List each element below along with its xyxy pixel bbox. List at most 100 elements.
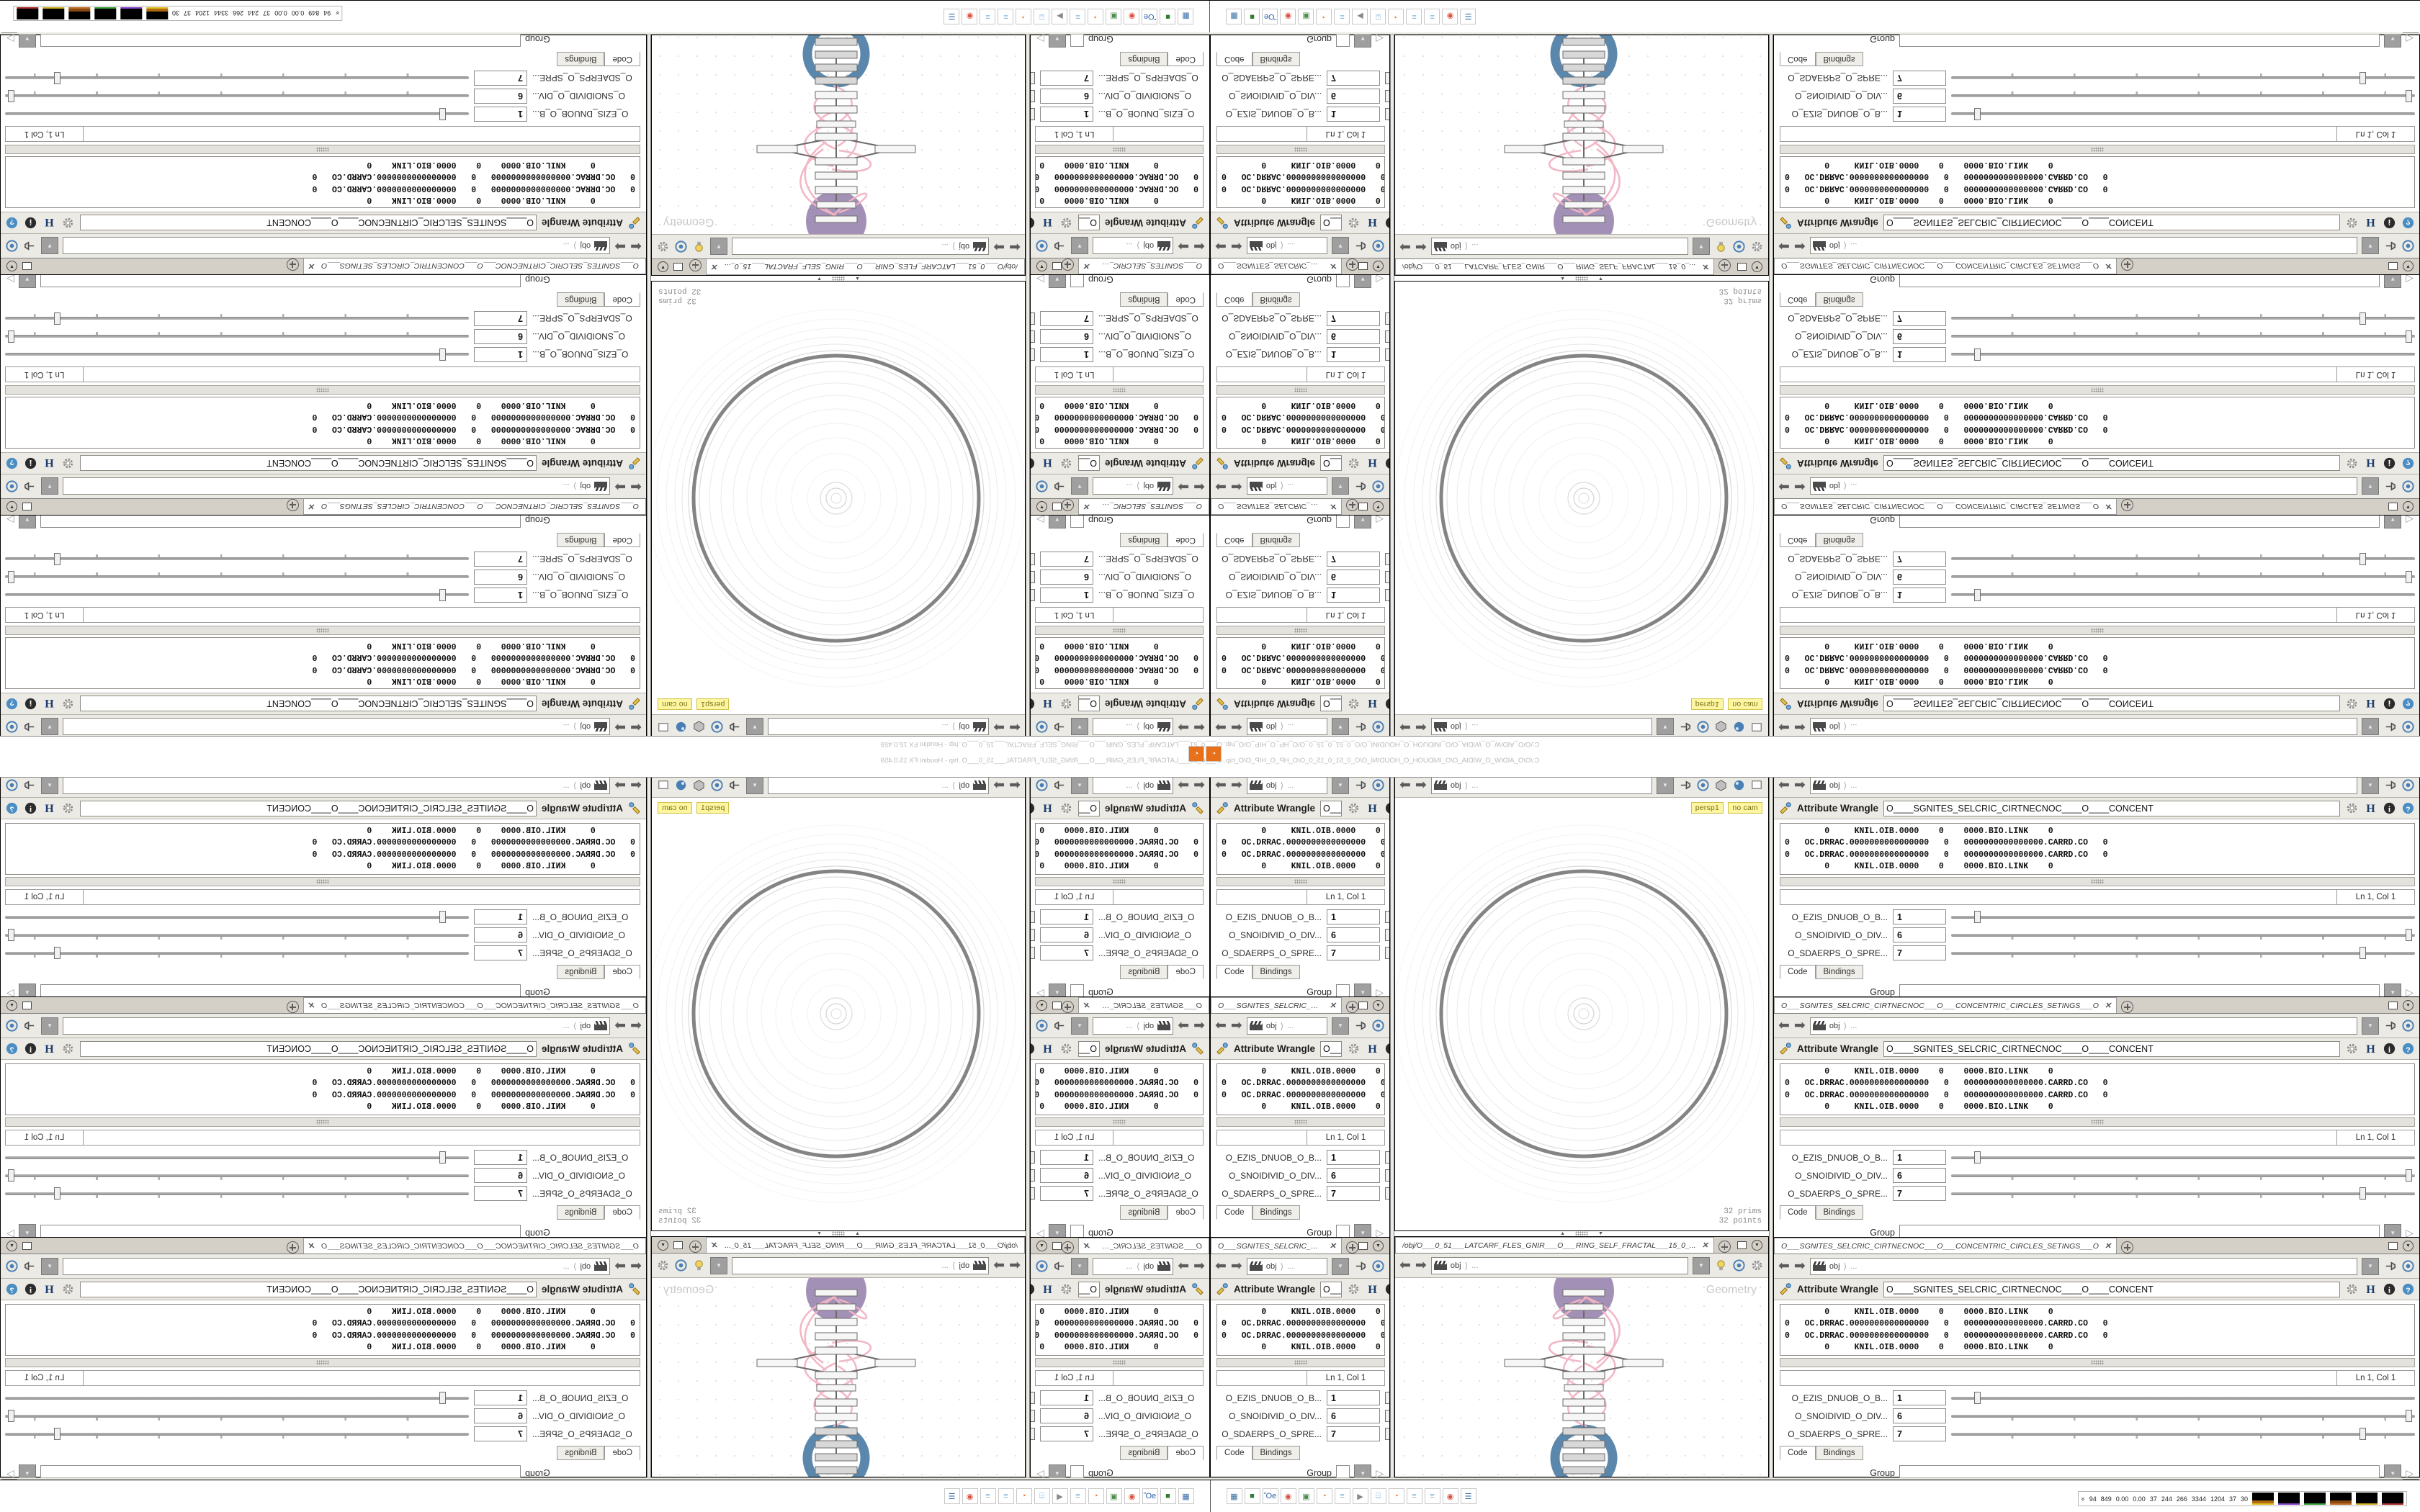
parameter-row[interactable]: O_SNOIDIVID_O_DIV... 6 bbox=[1031, 568, 1209, 586]
target-icon[interactable] bbox=[1035, 239, 1049, 253]
expand-chevron-icon[interactable]: » bbox=[2079, 1496, 2087, 1501]
parameter-row[interactable]: O_EZIS_DNUOB_O_B... 1 bbox=[1774, 346, 2419, 364]
forward-arrow-icon[interactable]: ➡ bbox=[614, 778, 627, 793]
code-horizontal-scrollbar[interactable] bbox=[1216, 625, 1385, 635]
parameter-slider[interactable] bbox=[1951, 588, 2415, 603]
path-input[interactable]: obj ⟩ ... bbox=[63, 1257, 611, 1275]
add-tab-icon[interactable] bbox=[689, 259, 702, 271]
node-header[interactable]: Attribute Wrangle O____SGNITES_SELCRIC_C… bbox=[1211, 1279, 1389, 1300]
back-arrow-icon[interactable]: ⬅ bbox=[1215, 1259, 1227, 1274]
parameter-row[interactable]: O_SNOIDIVID_O_DIV... 6 bbox=[1, 328, 646, 346]
path-dropdown-icon[interactable]: ▼ bbox=[710, 1256, 727, 1274]
parameter-list[interactable]: O_EZIS_DNUOB_O_B... 1 O_SNOIDIVID_O_DIV.… bbox=[1031, 550, 1209, 604]
maximize-pane-icon[interactable] bbox=[1737, 1241, 1747, 1249]
parameter-value[interactable]: 6 bbox=[1040, 88, 1093, 104]
tab-parameters[interactable]: O___SGNITES_SELCRIC_CIRTNECNOC___O___CON… bbox=[1774, 1238, 2118, 1254]
node-header[interactable]: Attribute Wrangle O____SGNITES_SELCRIC_C… bbox=[1, 1038, 646, 1060]
pin-icon[interactable] bbox=[1353, 778, 1367, 792]
slider-handle[interactable] bbox=[439, 1151, 446, 1164]
breadcrumb-root[interactable]: obj bbox=[1450, 1261, 1461, 1270]
info-icon[interactable]: i bbox=[1384, 1282, 1389, 1296]
gear-icon[interactable] bbox=[1750, 240, 1764, 253]
path-bar[interactable]: ⬅ ➡ obj ⟩ ... ▼ bbox=[1, 1014, 646, 1038]
group-input[interactable] bbox=[1336, 515, 1350, 528]
code-horizontal-scrollbar[interactable] bbox=[1780, 625, 2415, 635]
path-input[interactable]: obj ⟩ ... bbox=[1809, 776, 2357, 794]
pin-icon[interactable] bbox=[23, 1259, 37, 1273]
scroll-grip[interactable] bbox=[1113, 146, 1126, 152]
breadcrumb-root[interactable]: obj bbox=[1143, 1261, 1155, 1271]
group-select-icon[interactable]: ▷ bbox=[2406, 986, 2414, 997]
parameter-slider[interactable] bbox=[1951, 1168, 2415, 1183]
parameter-value[interactable]: 7 bbox=[1893, 551, 1946, 567]
vex-code-editor[interactable]: 0 KNIL.OIB.0000 0 0000.BIO.LINK 0 0 OC.D… bbox=[1780, 1304, 2415, 1356]
houdini-h-icon[interactable]: H bbox=[42, 1042, 56, 1056]
tab-parameters[interactable]: O___SGNITES_SELCRIC_CIRTNECNOC___O___CON… bbox=[302, 499, 646, 515]
parameter-value[interactable]: 1 bbox=[474, 106, 527, 122]
wireframe-shade-icon[interactable] bbox=[1714, 720, 1728, 734]
node-header[interactable]: Attribute Wrangle O____SGNITES_SELCRIC_C… bbox=[1211, 452, 1389, 474]
pin-icon[interactable] bbox=[2383, 720, 2397, 734]
parameter-list[interactable]: O_EZIS_DNUOB_O_B... 1 O_SNOIDIVID_O_DIV.… bbox=[1211, 1148, 1389, 1202]
gear-icon[interactable] bbox=[61, 801, 75, 815]
flat-shade-icon[interactable] bbox=[1750, 778, 1764, 792]
slider-handle[interactable] bbox=[54, 71, 61, 84]
scene-viewport[interactable]: no cam persp1 bbox=[1395, 798, 1768, 1230]
param-block[interactable]: O___SGNITES_SELCRIC_CIRTNECNOC___O___CON… bbox=[1031, 757, 1209, 997]
tab-bindings[interactable]: Bindings bbox=[1252, 1205, 1300, 1220]
parameter-value[interactable]: 1 bbox=[474, 1390, 527, 1406]
gear-icon[interactable] bbox=[2345, 456, 2359, 470]
calculator-icon[interactable]: ⌸ bbox=[1370, 1488, 1386, 1504]
pin-icon[interactable] bbox=[1678, 720, 1692, 734]
help-icon[interactable]: ? bbox=[5, 801, 19, 815]
group-select-icon[interactable]: ▷ bbox=[1036, 1467, 1044, 1478]
pane-tab-bar[interactable]: O___SGNITES_SELCRIC_CIRTNECNOC___O___CON… bbox=[1211, 258, 1389, 274]
param-block[interactable]: O___SGNITES_SELCRIC_CIRTNECNOC___O___CON… bbox=[1774, 34, 2419, 274]
parameter-row[interactable]: O_EZIS_DNUOB_O_B... 1 bbox=[1031, 1148, 1209, 1166]
path-bar[interactable]: ⬅ ➡ obj ⟩ ... ▼ bbox=[1031, 474, 1209, 498]
help-icon[interactable]: ? bbox=[2401, 1042, 2415, 1056]
pane-tab-bar[interactable]: O___SGNITES_SELCRIC_CIRTNECNOC___O___CON… bbox=[1031, 1238, 1209, 1254]
group-row[interactable]: Group ▼ ▷ bbox=[1211, 1460, 1389, 1478]
path-input[interactable]: obj ⟩ ... bbox=[63, 776, 611, 794]
slider-handle[interactable] bbox=[54, 1187, 61, 1200]
houdini-icon[interactable]: ◔ bbox=[1016, 1488, 1032, 1504]
group-select-icon[interactable]: ▷ bbox=[6, 274, 14, 286]
tab-code[interactable]: Code bbox=[1780, 965, 1816, 980]
group-row[interactable]: Group ▼ ▷ bbox=[1031, 1220, 1209, 1238]
path-bar[interactable]: ⬅ ➡ obj ⟩ ... ▼ bbox=[1395, 234, 1768, 258]
slider-handle[interactable] bbox=[1974, 348, 1981, 361]
scroll-grip[interactable] bbox=[1294, 627, 1307, 633]
parameter-row[interactable]: O_SNOIDIVID_O_DIV... 6 bbox=[1211, 1407, 1389, 1425]
path-dropdown-icon[interactable]: ▼ bbox=[41, 1257, 58, 1275]
parameter-value[interactable]: 7 bbox=[1327, 1426, 1380, 1442]
scroll-grip[interactable] bbox=[1294, 387, 1307, 392]
chrome-icon[interactable]: ◉ bbox=[1442, 9, 1458, 24]
param-subtabs[interactable]: Code Bindings bbox=[1031, 965, 1204, 980]
param-subtabs[interactable]: Code Bindings bbox=[1, 532, 640, 547]
breadcrumb-root[interactable]: obj bbox=[1829, 1261, 1840, 1271]
vex-code-editor[interactable]: 0 KNIL.OIB.0000 0 0000.BIO.LINK 0 0 OC.D… bbox=[1216, 636, 1385, 689]
breadcrumb-root[interactable]: obj bbox=[580, 1021, 591, 1030]
parameter-value[interactable]: 6 bbox=[474, 328, 527, 344]
pane-menu-icon[interactable]: ▼ bbox=[1036, 1241, 1047, 1251]
group-input[interactable] bbox=[1899, 1465, 2380, 1478]
parameter-value[interactable]: 6 bbox=[1040, 927, 1093, 943]
splitter-down-icon[interactable]: ▼ bbox=[1598, 276, 1603, 281]
group-select-icon[interactable]: ▷ bbox=[2406, 515, 2414, 526]
group-dropdown-icon[interactable]: ▼ bbox=[1048, 1224, 1066, 1238]
param-block[interactable]: O___SGNITES_SELCRIC_CIRTNECNOC___O___CON… bbox=[1774, 1238, 2419, 1478]
close-icon[interactable]: ✕ bbox=[2104, 261, 2112, 270]
group-dropdown-icon[interactable]: ▼ bbox=[2384, 984, 2402, 996]
target-icon[interactable] bbox=[674, 1259, 688, 1272]
group-input[interactable] bbox=[40, 1225, 521, 1238]
code-horizontal-scrollbar[interactable] bbox=[5, 877, 640, 887]
parameter-row[interactable]: O_EZIS_DNUOB_O_B... 1 bbox=[1, 346, 646, 364]
parameter-value[interactable]: 1 bbox=[474, 909, 527, 925]
pin-icon[interactable] bbox=[1353, 480, 1367, 493]
back-arrow-icon[interactable]: ⬅ bbox=[1193, 1259, 1205, 1274]
maximize-pane-icon[interactable] bbox=[22, 262, 32, 270]
code-horizontal-scrollbar[interactable] bbox=[1780, 144, 2415, 154]
parameter-value[interactable]: 6 bbox=[1327, 1408, 1380, 1424]
parameter-value[interactable]: 7 bbox=[1327, 551, 1380, 567]
